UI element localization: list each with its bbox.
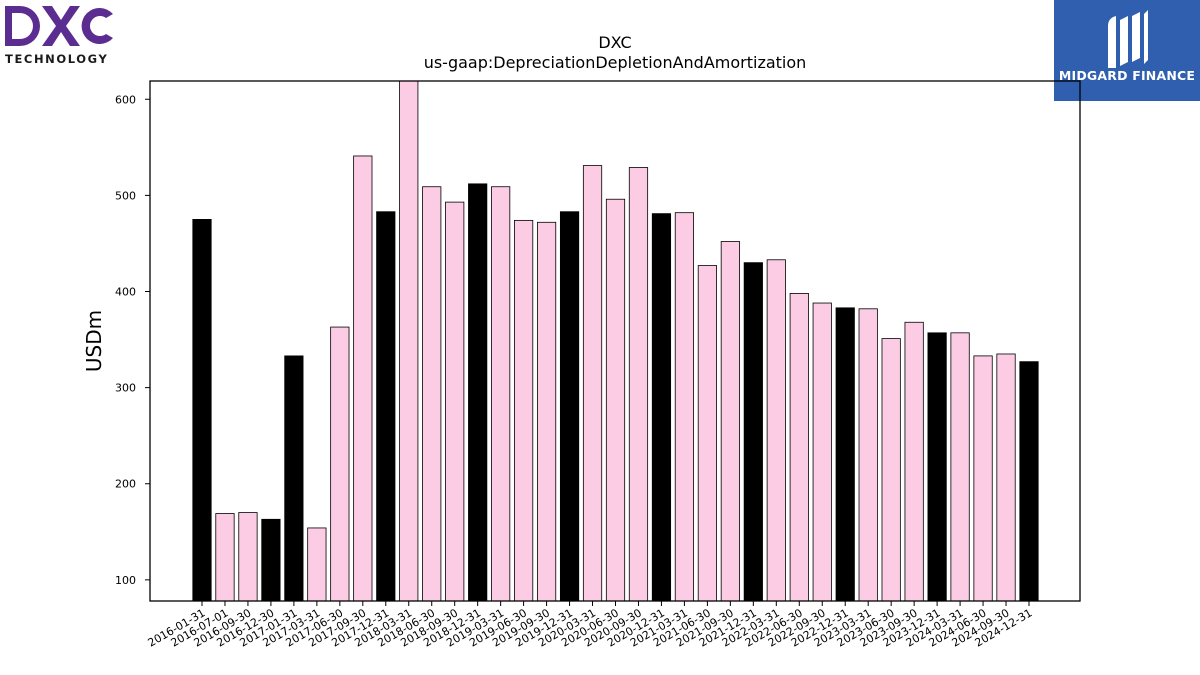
y-tick-label: 200: [115, 478, 136, 491]
y-axis: 100 200 300 400 500 600: [115, 93, 150, 587]
bar-2024-09-30: [996, 353, 1016, 602]
bar-2024-06-30: [973, 355, 993, 602]
midgard-logo-mark: [1108, 10, 1148, 68]
bar-2019-12-31: [559, 211, 580, 602]
bar-2021-12-31: [743, 262, 763, 602]
bar-2023-03-31: [858, 308, 878, 602]
bars-group: [192, 80, 1039, 602]
bar-2016-01-31: [192, 219, 212, 602]
bar-2019-06-30: [514, 219, 534, 602]
bar-2019-09-30: [536, 221, 557, 602]
bar-2023-06-30: [881, 338, 901, 602]
bar-2022-06-30: [789, 293, 809, 602]
midgard-logo-text: MIDGARD FINANCE: [1058, 68, 1196, 83]
y-tick-label: 400: [115, 285, 136, 298]
bar-2018-12-31: [468, 183, 488, 602]
bar-2024-03-31: [950, 332, 970, 602]
bar-2017-01-31: [284, 355, 304, 602]
bar-2024-12-31: [1019, 361, 1039, 602]
midgard-finance-logo: MIDGARD FINANCE: [1054, 0, 1200, 101]
bar-2020-06-30: [605, 198, 626, 602]
bar-2016-09-30: [238, 512, 258, 602]
bar-2022-12-31: [835, 307, 855, 602]
y-axis-label: USDm: [82, 310, 106, 372]
bar-2017-12-31: [376, 211, 396, 602]
y-tick-label: 500: [115, 189, 136, 202]
bar-2019-03-31: [491, 186, 511, 602]
chart-title: DXC: [598, 33, 631, 52]
dxc-logo-subtitle: TECHNOLOGY: [5, 52, 109, 66]
chart-subtitle: us-gaap:DepreciationDepletionAndAmortiza…: [424, 53, 807, 72]
bar-2017-06-30: [330, 326, 350, 602]
bar-2020-12-31: [651, 213, 672, 602]
bar-2020-03-31: [582, 165, 603, 602]
dxc-logo-mark: [5, 6, 113, 46]
bar-2016-12-30: [261, 518, 281, 602]
plot-frame: [149, 80, 1081, 602]
bar-2021-06-30: [697, 265, 717, 602]
y-tick-label: 100: [115, 574, 136, 587]
x-axis: 2016-01-312016-07-012016-09-302016-12-30…: [146, 601, 1035, 650]
bar-2018-06-30: [422, 186, 442, 602]
bar-2018-09-30: [445, 201, 465, 602]
y-tick-label: 600: [115, 93, 136, 106]
bar-2023-09-30: [904, 321, 924, 602]
bar-2016-07-01: [215, 513, 235, 602]
dxc-logo: TECHNOLOGY: [0, 0, 120, 70]
y-tick-label: 300: [115, 382, 136, 395]
bar-2017-03-31: [307, 527, 327, 602]
bar-2021-03-31: [674, 212, 695, 602]
bar-2022-09-30: [812, 302, 832, 602]
bar-2023-12-31: [927, 332, 947, 602]
bar-2020-09-30: [628, 167, 649, 602]
bar-2021-09-30: [720, 241, 740, 602]
bar-2017-09-30: [353, 155, 373, 602]
bar-2022-03-31: [766, 259, 786, 602]
bar-2018-03-31: [399, 80, 419, 602]
